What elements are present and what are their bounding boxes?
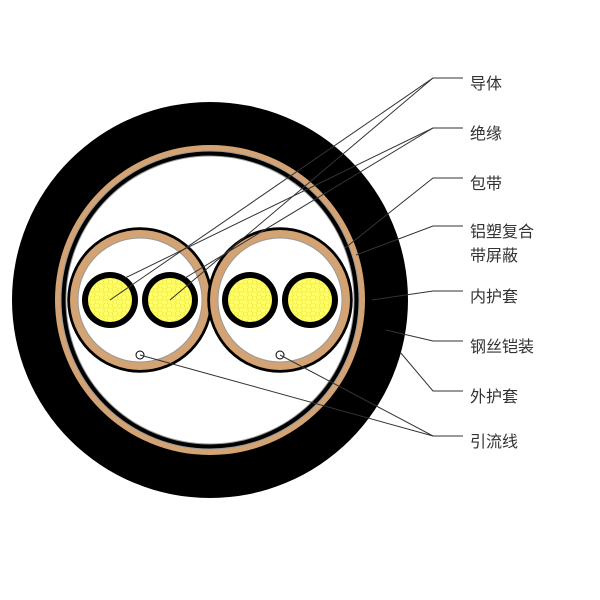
label-outer-sheath: 外护套 <box>470 383 518 407</box>
label-conductor: 导体 <box>470 70 502 94</box>
label-inner-sheath: 内护套 <box>470 283 518 307</box>
label-tape: 包带 <box>470 170 502 194</box>
cable-diagram-container: 导体 绝缘 包带 铝塑复合 带屏蔽 内护套 钢丝铠装 外护套 引流线 <box>0 0 600 600</box>
label-shield-line1: 铝塑复合 <box>470 224 534 241</box>
label-armor: 钢丝铠装 <box>470 333 534 357</box>
label-insulation: 绝缘 <box>470 120 502 144</box>
label-shield: 铝塑复合 带屏蔽 <box>470 218 534 266</box>
label-drain-wire: 引流线 <box>470 428 518 452</box>
label-shield-line2: 带屏蔽 <box>470 248 518 265</box>
